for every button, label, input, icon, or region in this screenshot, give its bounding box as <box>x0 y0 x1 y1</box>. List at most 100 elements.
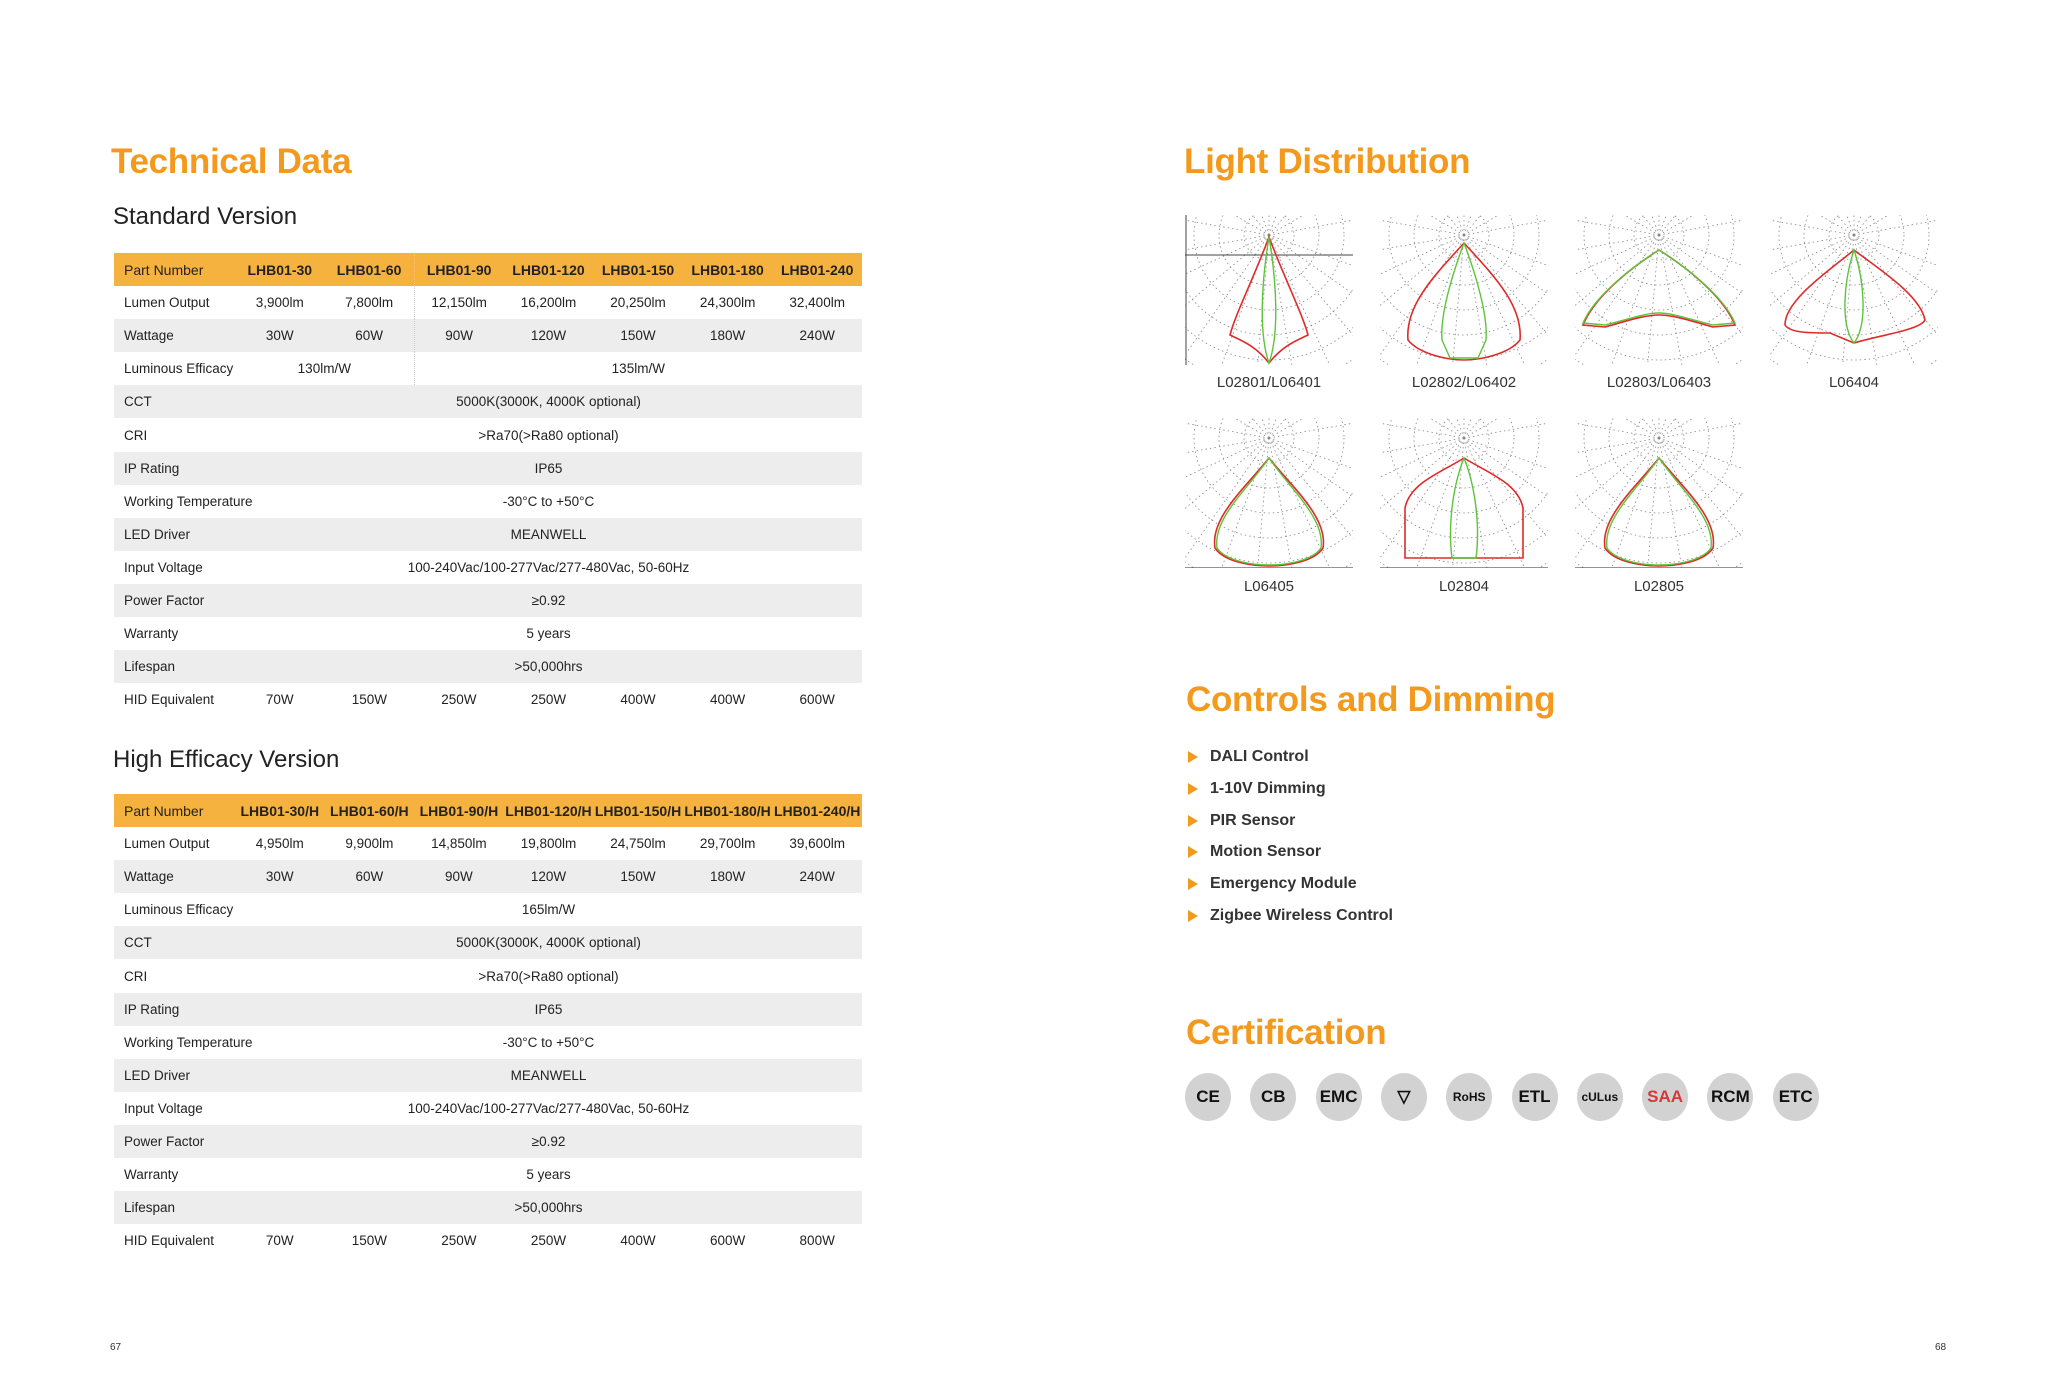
standard-version-table: Part Number LHB01-30 LHB01-60 LHB01-90 LHB01… <box>114 253 862 716</box>
badge-text: ▽ <box>1397 1087 1411 1106</box>
row-label: IP Rating <box>114 992 235 1026</box>
row-label: Lifespan <box>114 1191 235 1225</box>
table-cell: LHB01-30 <box>235 253 325 287</box>
technical-data-title: Technical Data <box>111 142 352 181</box>
table-cell: 400W <box>709 692 746 708</box>
table-cell: 5 years <box>526 626 571 642</box>
table-row: Working Temperature -30°C to +50°C <box>114 1026 862 1059</box>
controls-item-label: PIR Sensor <box>1210 812 1296 829</box>
table-cell: 165lm/W <box>521 902 576 918</box>
table-cell: 250W <box>441 692 477 708</box>
polar-diagram <box>1686 84 2014 405</box>
controls-list-item: DALI Control <box>1188 748 1309 766</box>
table-row: Power Factor ≥0.92 <box>114 583 862 618</box>
table-row: IP Rating IP65 <box>114 451 862 485</box>
table-row: Power Factor ≥0.92 <box>114 1124 862 1159</box>
row-label: CRI <box>124 968 148 984</box>
enec-triangle-icon: ▽ <box>1380 1073 1427 1121</box>
row-label: LED Driver <box>114 1058 235 1092</box>
table-cell: 250W <box>530 1233 567 1249</box>
high-efficacy-version-table: Part Number LHB01-30/H LHB01-60/H LHB01-90/… <box>114 794 862 1257</box>
controls-item-label: Motion Sensor <box>1210 843 1322 860</box>
table-cell: LHB01-150 <box>593 253 683 287</box>
table-cell: >50,000hrs <box>235 650 862 684</box>
badge-text: RCM <box>1711 1087 1750 1106</box>
controls-list-item: Emergency Module <box>1188 875 1357 893</box>
table-cell: >50,000hrs <box>235 1191 862 1225</box>
diagram-label: L02802/L06402 <box>1411 374 1517 391</box>
controls-item-label: Emergency Module <box>1210 875 1357 892</box>
table-cell: 180W <box>682 319 773 353</box>
row-label: Luminous Efficacy <box>124 361 234 377</box>
table-cell: LHB01-150/H <box>593 794 683 828</box>
c90-c270-curve <box>1261 236 1277 366</box>
table-cell: 24,750lm <box>610 836 666 852</box>
table-cell: 150W <box>351 1233 387 1249</box>
table-cell: 30W <box>235 860 325 894</box>
table-row: Luminous Efficacy 165lm/W <box>114 893 862 926</box>
table-row: Wattage 30W 60W 90W 120W 150W 180W 240W <box>114 860 862 894</box>
table-header-row: Part Number LHB01-30/H LHB01-60/H LHB01-90/… <box>114 794 862 828</box>
diagram-label: L02803/L06403 <box>1606 374 1712 391</box>
table-cell: 120W <box>503 860 594 894</box>
controls-list-item: Motion Sensor <box>1188 843 1321 861</box>
row-label: Working Temperature <box>124 1034 253 1050</box>
table-cell: LHB01-180/H <box>682 794 773 828</box>
row-label: Wattage <box>114 319 235 353</box>
page-number-left: 67 <box>110 1342 122 1353</box>
table-cell: >Ra70(>Ra80 optional) <box>478 968 619 984</box>
triangle-bullet-icon <box>1188 846 1198 858</box>
controls-list-item: 1-10V Dimming <box>1188 780 1326 798</box>
table-cell: 250W <box>530 692 567 708</box>
c0-c180-curve <box>1213 456 1325 567</box>
table-cell: 70W <box>265 692 294 708</box>
table-cell: 30W <box>235 319 325 353</box>
rcm-icon: RCM <box>1707 1073 1754 1121</box>
row-label: Lifespan <box>114 650 235 684</box>
table-row: Luminous Efficacy 130lm/W 135lm/W <box>114 352 862 386</box>
table-cell: 19,800lm <box>520 836 577 852</box>
table-cell: ≥0.92 <box>235 1124 862 1159</box>
table-row: Warranty 5 years <box>114 617 862 650</box>
table-cell: 400W <box>620 1233 656 1249</box>
polar-diagram <box>1101 287 1429 608</box>
cb-scheme-icon: CB <box>1250 1073 1297 1121</box>
row-label: Part Number <box>114 794 235 828</box>
polar-diagram <box>1101 84 1429 405</box>
polar-diagram <box>1491 84 1819 405</box>
table-cell: 39,600lm <box>789 836 845 852</box>
table-cell: LHB01-240/H <box>772 794 862 828</box>
diagram-label: L02804 <box>1438 578 1490 595</box>
c0-c180-curve <box>1603 456 1715 567</box>
triangle-bullet-icon <box>1188 751 1198 763</box>
controls-list-item: PIR Sensor <box>1188 812 1295 830</box>
table-cell: 70W <box>265 1233 294 1249</box>
table-row: Working Temperature -30°C to +50°C <box>114 485 862 518</box>
table-row: HID Equivalent 70W 150W 250W 250W 400W 400W 600… <box>114 683 862 716</box>
row-label: Power Factor <box>114 1124 235 1159</box>
table-row: CCT 5000K(3000K, 4000K optional) <box>114 385 862 419</box>
ul-listed-icon: cULus <box>1576 1073 1623 1121</box>
controls-item-label: DALI Control <box>1210 748 1309 765</box>
table-cell: LHB01-90 <box>414 253 504 287</box>
table-row: Input Voltage 100-240Vac/100-277Vac/277-4… <box>114 551 862 584</box>
table-cell: 150W <box>351 692 387 708</box>
table-cell: 240W <box>772 319 862 353</box>
c0-c180-curve <box>1784 248 1926 344</box>
badge-text: cULus <box>1581 1090 1619 1104</box>
table-cell: 180W <box>682 860 773 894</box>
light-distribution-title: Light Distribution <box>1184 142 1471 181</box>
controls-item-label: Zigbee Wireless Control <box>1210 907 1393 924</box>
table-cell: LHB01-120/H <box>503 794 594 828</box>
c90-c270-curve <box>1441 241 1487 359</box>
table-cell: 100-240Vac/100-277Vac/277-480Vac, 50-60H… <box>407 559 690 575</box>
table-cell: 12,150lm <box>431 295 487 311</box>
table-cell: 9,900lm <box>345 836 394 852</box>
c0-c180-curve <box>1407 241 1521 361</box>
polar-diagram <box>1296 287 1624 608</box>
badge-text: CE <box>1196 1087 1220 1106</box>
table-cell: 24,300lm <box>699 295 756 311</box>
controls-item-label: 1-10V Dimming <box>1210 780 1326 797</box>
row-label: Warranty <box>124 1167 179 1183</box>
table-cell: 150W <box>593 860 683 894</box>
